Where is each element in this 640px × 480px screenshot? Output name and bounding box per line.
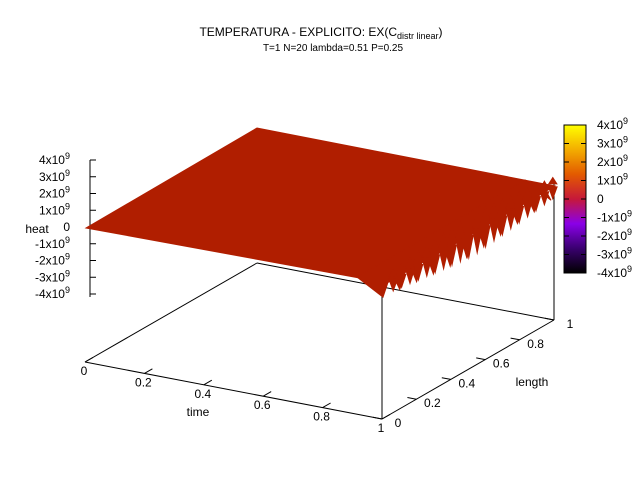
surface-spike (447, 225, 457, 243)
surface-spike (539, 180, 550, 190)
y-tick-mark (510, 337, 520, 341)
z-axis-label: heat (25, 222, 49, 236)
surface-spike (480, 205, 491, 224)
z-tick-label: 3x109 (39, 168, 70, 184)
x-tick-mark (144, 368, 153, 374)
surface-spike (514, 190, 525, 204)
z-tick-label: 1x109 (39, 201, 70, 217)
surface-spike (522, 187, 533, 199)
surface-spike (405, 256, 415, 267)
surface-spike (497, 215, 508, 238)
colorbar-tick-label: -2x109 (597, 227, 632, 243)
surface-spike (489, 220, 499, 244)
chart-subtitle: T=1 N=20 lambda=0.51 P=0.25 (263, 43, 404, 54)
surface-spike (472, 230, 483, 256)
surface-spike (430, 254, 441, 275)
chart-title-subscript: distr linear (397, 31, 439, 41)
z-tick-label: 4x109 (39, 151, 70, 167)
x-ticks: 0 0.2 0.4 0.6 0.8 1 (81, 356, 391, 435)
surface-spike (388, 278, 399, 293)
colorbar-tick-label: -1x109 (597, 209, 632, 225)
z-tick-label: 2x109 (39, 185, 70, 201)
surface-spike (489, 201, 499, 219)
surface-spike (447, 244, 457, 268)
y-tick-label: 0.2 (424, 396, 441, 410)
x-tick-label: 0.2 (135, 375, 152, 389)
heat-surface (84, 127, 558, 299)
y-axis-line (381, 319, 555, 420)
z-tick-label: -1x109 (35, 235, 70, 251)
x-tick-mark (322, 402, 331, 409)
colorbar-tick-label: 4x109 (597, 116, 628, 132)
surface-spike (405, 268, 415, 286)
x-tick-label: 0 (81, 364, 88, 378)
colorbar-ticks: 4x109 3x109 2x109 1x109 0 -1x109 -2x109 -3x109 -… (564, 116, 632, 280)
colorbar-tick-label: 0 (597, 192, 604, 206)
y-ticks: 0 0.2 0.4 0.6 0.8 1 (372, 317, 574, 430)
chart-title: TEMPERATURA - EXPLICITO: EX(Cdistr linea… (199, 25, 442, 41)
colorbar-tick-label: 3x109 (597, 135, 628, 151)
z-tick-label: -2x109 (35, 252, 70, 268)
x-tick-mark (203, 379, 213, 386)
y-tick-mark (407, 397, 417, 400)
surface-spike (514, 205, 525, 225)
y-tick-label: 1 (567, 317, 574, 331)
colorbar-tick-label: 1x109 (597, 172, 628, 188)
surface-spike (547, 176, 558, 185)
surface-spike (531, 196, 541, 213)
x-tick-mark (381, 413, 391, 420)
surface-spike (455, 219, 466, 238)
z-tick-label: 0 (63, 220, 70, 234)
surface-spike (539, 191, 550, 207)
surface-spike (396, 262, 407, 272)
y-tick-mark (441, 377, 451, 380)
surface-spike (463, 234, 474, 261)
x-tick-label: 0.4 (194, 387, 211, 401)
surface-spike (505, 194, 516, 209)
colorbar-tick-label: 2x109 (597, 153, 628, 169)
surface-spike (497, 198, 508, 214)
surface-spike (413, 250, 424, 263)
surface-spike (421, 244, 432, 258)
x-tick-label: 0.8 (313, 410, 330, 424)
surface-spike (531, 183, 541, 195)
surface-spike (455, 239, 466, 264)
surface-spike (480, 225, 491, 250)
surface-spike (438, 231, 449, 248)
surface-spike (388, 268, 399, 277)
x-axis-label: time (187, 405, 210, 419)
surface-spike (547, 186, 558, 201)
y-tick-label: 0.8 (527, 337, 544, 351)
surface-spike (413, 264, 424, 282)
y-tick-label: 0.4 (458, 376, 475, 390)
surface-spike (438, 249, 449, 271)
x-tick-label: 0.6 (254, 398, 271, 412)
surface-spike (505, 210, 516, 231)
y-tick-mark (372, 416, 383, 420)
back-right-edge (256, 262, 555, 321)
z-tick-label: -3x109 (35, 268, 70, 284)
z-tick-label: -4x109 (35, 285, 70, 301)
x-tick-mark (262, 391, 272, 397)
y-tick-label: 0 (395, 416, 402, 430)
y-axis-label: length (516, 375, 549, 389)
y-tick-mark (544, 317, 555, 321)
colorbar-tick-label: -4x109 (597, 264, 632, 280)
y-tick-label: 0.6 (493, 357, 510, 371)
surface-spike (396, 273, 407, 289)
x-tick-mark (84, 356, 94, 363)
surface-spike (463, 213, 474, 233)
surface-spike (430, 238, 441, 253)
x-tick-label: 1 (378, 421, 385, 435)
surface-spike (522, 200, 533, 219)
back-left-edge (84, 262, 258, 363)
x-axis-line (84, 361, 383, 420)
surface-spike (472, 208, 483, 229)
y-tick-mark (476, 357, 486, 361)
colorbar-tick-label: -3x109 (597, 246, 632, 262)
surface-spike (421, 259, 432, 279)
